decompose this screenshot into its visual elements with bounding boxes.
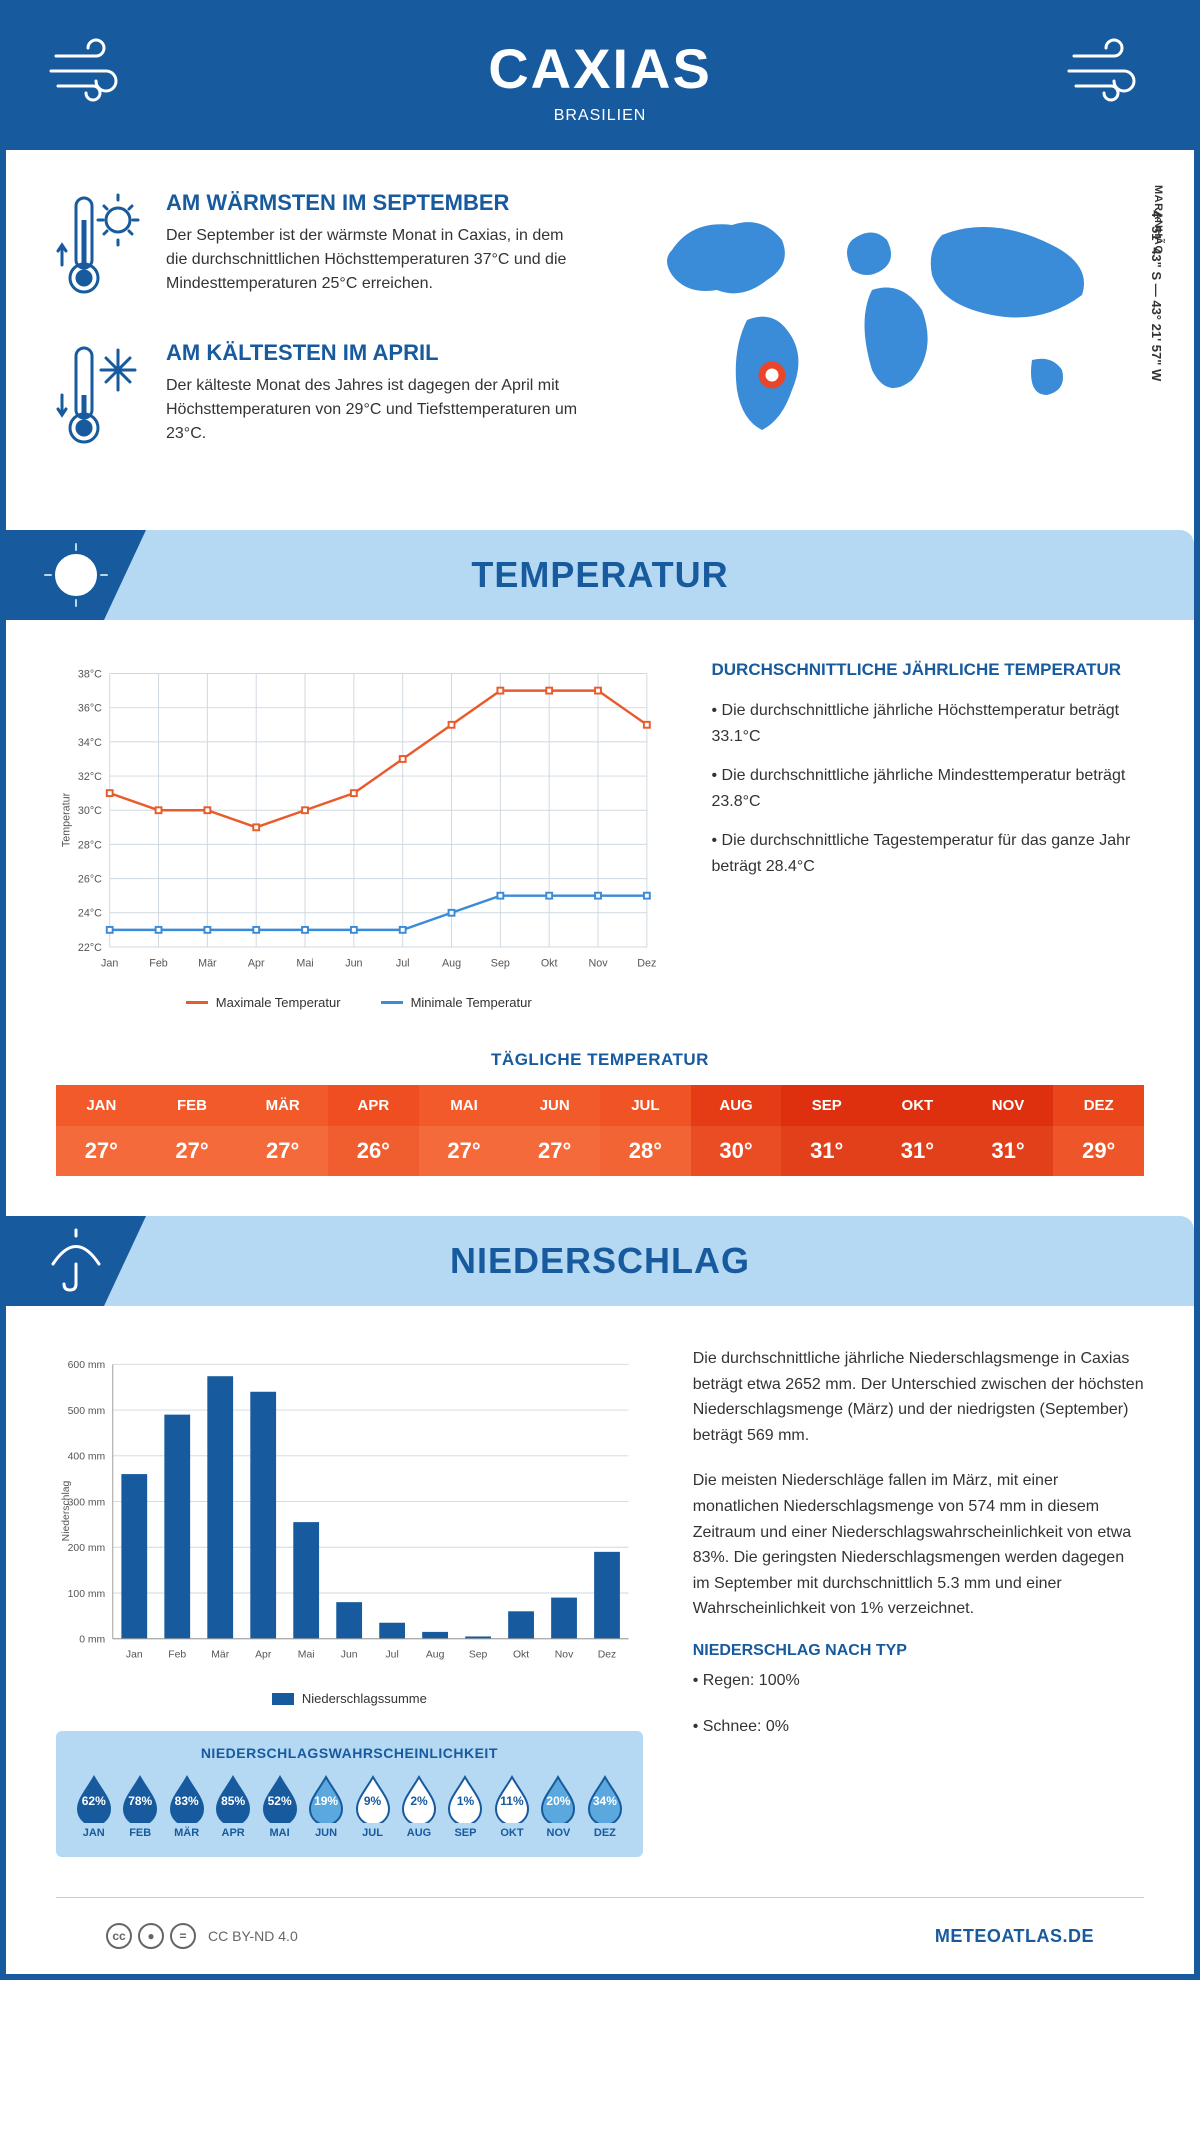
prob-drop: 2% AUG xyxy=(397,1773,440,1839)
wind-icon xyxy=(46,36,136,111)
svg-text:24°C: 24°C xyxy=(78,908,102,920)
prob-title: NIEDERSCHLAGSWAHRSCHEINLICHKEIT xyxy=(72,1745,627,1761)
prob-drop: 52% MAI xyxy=(258,1773,301,1839)
svg-text:500 mm: 500 mm xyxy=(68,1406,106,1417)
prob-drop: 62% JAN xyxy=(72,1773,115,1839)
svg-text:Apr: Apr xyxy=(248,957,265,969)
thermometer-cold-icon xyxy=(56,340,146,455)
svg-text:28°C: 28°C xyxy=(78,839,102,851)
hottest-block: AM WÄRMSTEN IM SEPTEMBER Der September i… xyxy=(56,190,580,305)
coordinates: 4° 51' 43" S — 43° 21' 57" W xyxy=(1149,210,1164,381)
page-footer: cc●= CC BY-ND 4.0 METEOATLAS.DE xyxy=(56,1897,1144,1974)
svg-text:Apr: Apr xyxy=(255,1650,272,1661)
svg-text:Nov: Nov xyxy=(588,957,608,969)
svg-text:Aug: Aug xyxy=(442,957,461,969)
prob-drop: 20% NOV xyxy=(537,1773,580,1839)
daily-temp-title: TÄGLICHE TEMPERATUR xyxy=(6,1050,1194,1070)
coldest-block: AM KÄLTESTEN IM APRIL Der kälteste Monat… xyxy=(56,340,580,455)
svg-text:26°C: 26°C xyxy=(78,874,102,886)
page-header: CAXIAS BRASILIEN xyxy=(6,6,1194,150)
svg-text:Feb: Feb xyxy=(149,957,168,969)
daily-temp-table: JANFEBMÄRAPRMAIJUNJULAUGSEPOKTNOVDEZ 27°… xyxy=(56,1085,1144,1176)
site-name: METEOATLAS.DE xyxy=(935,1926,1094,1947)
svg-text:Mai: Mai xyxy=(298,1650,315,1661)
license-text: CC BY-ND 4.0 xyxy=(208,1928,298,1944)
svg-text:Sep: Sep xyxy=(491,957,510,969)
legend-precip: Niederschlagssumme xyxy=(302,1691,427,1706)
precip-probability-box: NIEDERSCHLAGSWAHRSCHEINLICHKEIT 62% JAN … xyxy=(56,1731,643,1857)
prob-drop: 9% JUL xyxy=(351,1773,394,1839)
svg-text:Jan: Jan xyxy=(101,957,118,969)
svg-text:Aug: Aug xyxy=(426,1650,445,1661)
temp-info-text: DURCHSCHNITTLICHE JÄHRLICHE TEMPERATUR •… xyxy=(712,660,1145,1010)
svg-text:Mär: Mär xyxy=(198,957,217,969)
precip-text: Die durchschnittliche jährliche Niedersc… xyxy=(693,1346,1144,1857)
svg-text:Jul: Jul xyxy=(385,1650,398,1661)
sun-icon xyxy=(6,530,146,620)
legend-max: Maximale Temperatur xyxy=(216,995,341,1010)
country-subtitle: BRASILIEN xyxy=(26,107,1174,125)
hottest-text: Der September ist der wärmste Monat in C… xyxy=(166,224,580,296)
svg-text:Niederschlag: Niederschlag xyxy=(61,1480,72,1541)
svg-text:Jan: Jan xyxy=(126,1650,143,1661)
svg-text:22°C: 22°C xyxy=(78,942,102,954)
thermometer-hot-icon xyxy=(56,190,146,305)
umbrella-icon xyxy=(6,1216,146,1306)
precip-section-title: NIEDERSCHLAG xyxy=(6,1240,1194,1282)
svg-text:34°C: 34°C xyxy=(78,737,102,749)
svg-text:Mär: Mär xyxy=(211,1650,229,1661)
intro-section: AM WÄRMSTEN IM SEPTEMBER Der September i… xyxy=(6,150,1194,520)
svg-text:Dez: Dez xyxy=(598,1650,616,1661)
world-map xyxy=(620,190,1144,450)
svg-text:Jun: Jun xyxy=(345,957,362,969)
precipitation-bar-chart: 0 mm 100 mm 200 mm 300 mm 400 mm 500 mm 600 mm… xyxy=(56,1346,643,1706)
prob-drop: 1% SEP xyxy=(444,1773,487,1839)
svg-text:400 mm: 400 mm xyxy=(68,1452,106,1463)
legend-min: Minimale Temperatur xyxy=(411,995,532,1010)
svg-text:Sep: Sep xyxy=(469,1650,488,1661)
temp-info-title: DURCHSCHNITTLICHE JÄHRLICHE TEMPERATUR xyxy=(712,660,1145,680)
svg-text:Mai: Mai xyxy=(296,957,313,969)
svg-text:Dez: Dez xyxy=(637,957,656,969)
city-title: CAXIAS xyxy=(26,36,1174,101)
prob-drop: 78% FEB xyxy=(118,1773,161,1839)
svg-text:Okt: Okt xyxy=(541,957,558,969)
svg-text:0 mm: 0 mm xyxy=(79,1635,105,1646)
svg-text:38°C: 38°C xyxy=(78,668,102,680)
svg-text:200 mm: 200 mm xyxy=(68,1543,106,1554)
svg-text:Okt: Okt xyxy=(513,1650,529,1661)
svg-text:32°C: 32°C xyxy=(78,771,102,783)
coldest-text: Der kälteste Monat des Jahres ist dagege… xyxy=(166,374,580,446)
prob-drop: 34% DEZ xyxy=(583,1773,626,1839)
cc-icons: cc●= xyxy=(106,1923,196,1949)
svg-text:30°C: 30°C xyxy=(78,805,102,817)
prob-drop: 83% MÄR xyxy=(165,1773,208,1839)
svg-text:36°C: 36°C xyxy=(78,703,102,715)
hottest-title: AM WÄRMSTEN IM SEPTEMBER xyxy=(166,190,580,216)
svg-text:100 mm: 100 mm xyxy=(68,1589,106,1600)
svg-text:Nov: Nov xyxy=(555,1650,574,1661)
svg-text:300 mm: 300 mm xyxy=(68,1497,106,1508)
wind-icon xyxy=(1064,36,1154,111)
svg-text:Jul: Jul xyxy=(396,957,410,969)
svg-text:Jun: Jun xyxy=(341,1650,358,1661)
prob-drop: 11% OKT xyxy=(490,1773,533,1839)
temperature-line-chart: 22°C 24°C 26°C 28°C 30°C 32°C 34°C 36°C 38°C Jan F… xyxy=(56,660,662,1010)
temp-section-title: TEMPERATUR xyxy=(6,554,1194,596)
precip-section-header: NIEDERSCHLAG xyxy=(6,1216,1194,1306)
prob-drop: 19% JUN xyxy=(304,1773,347,1839)
svg-text:Feb: Feb xyxy=(168,1650,186,1661)
svg-text:600 mm: 600 mm xyxy=(68,1360,106,1371)
prob-drop: 85% APR xyxy=(211,1773,254,1839)
svg-text:Temperatur: Temperatur xyxy=(61,792,73,847)
temp-section-header: TEMPERATUR xyxy=(6,530,1194,620)
coldest-title: AM KÄLTESTEN IM APRIL xyxy=(166,340,580,366)
